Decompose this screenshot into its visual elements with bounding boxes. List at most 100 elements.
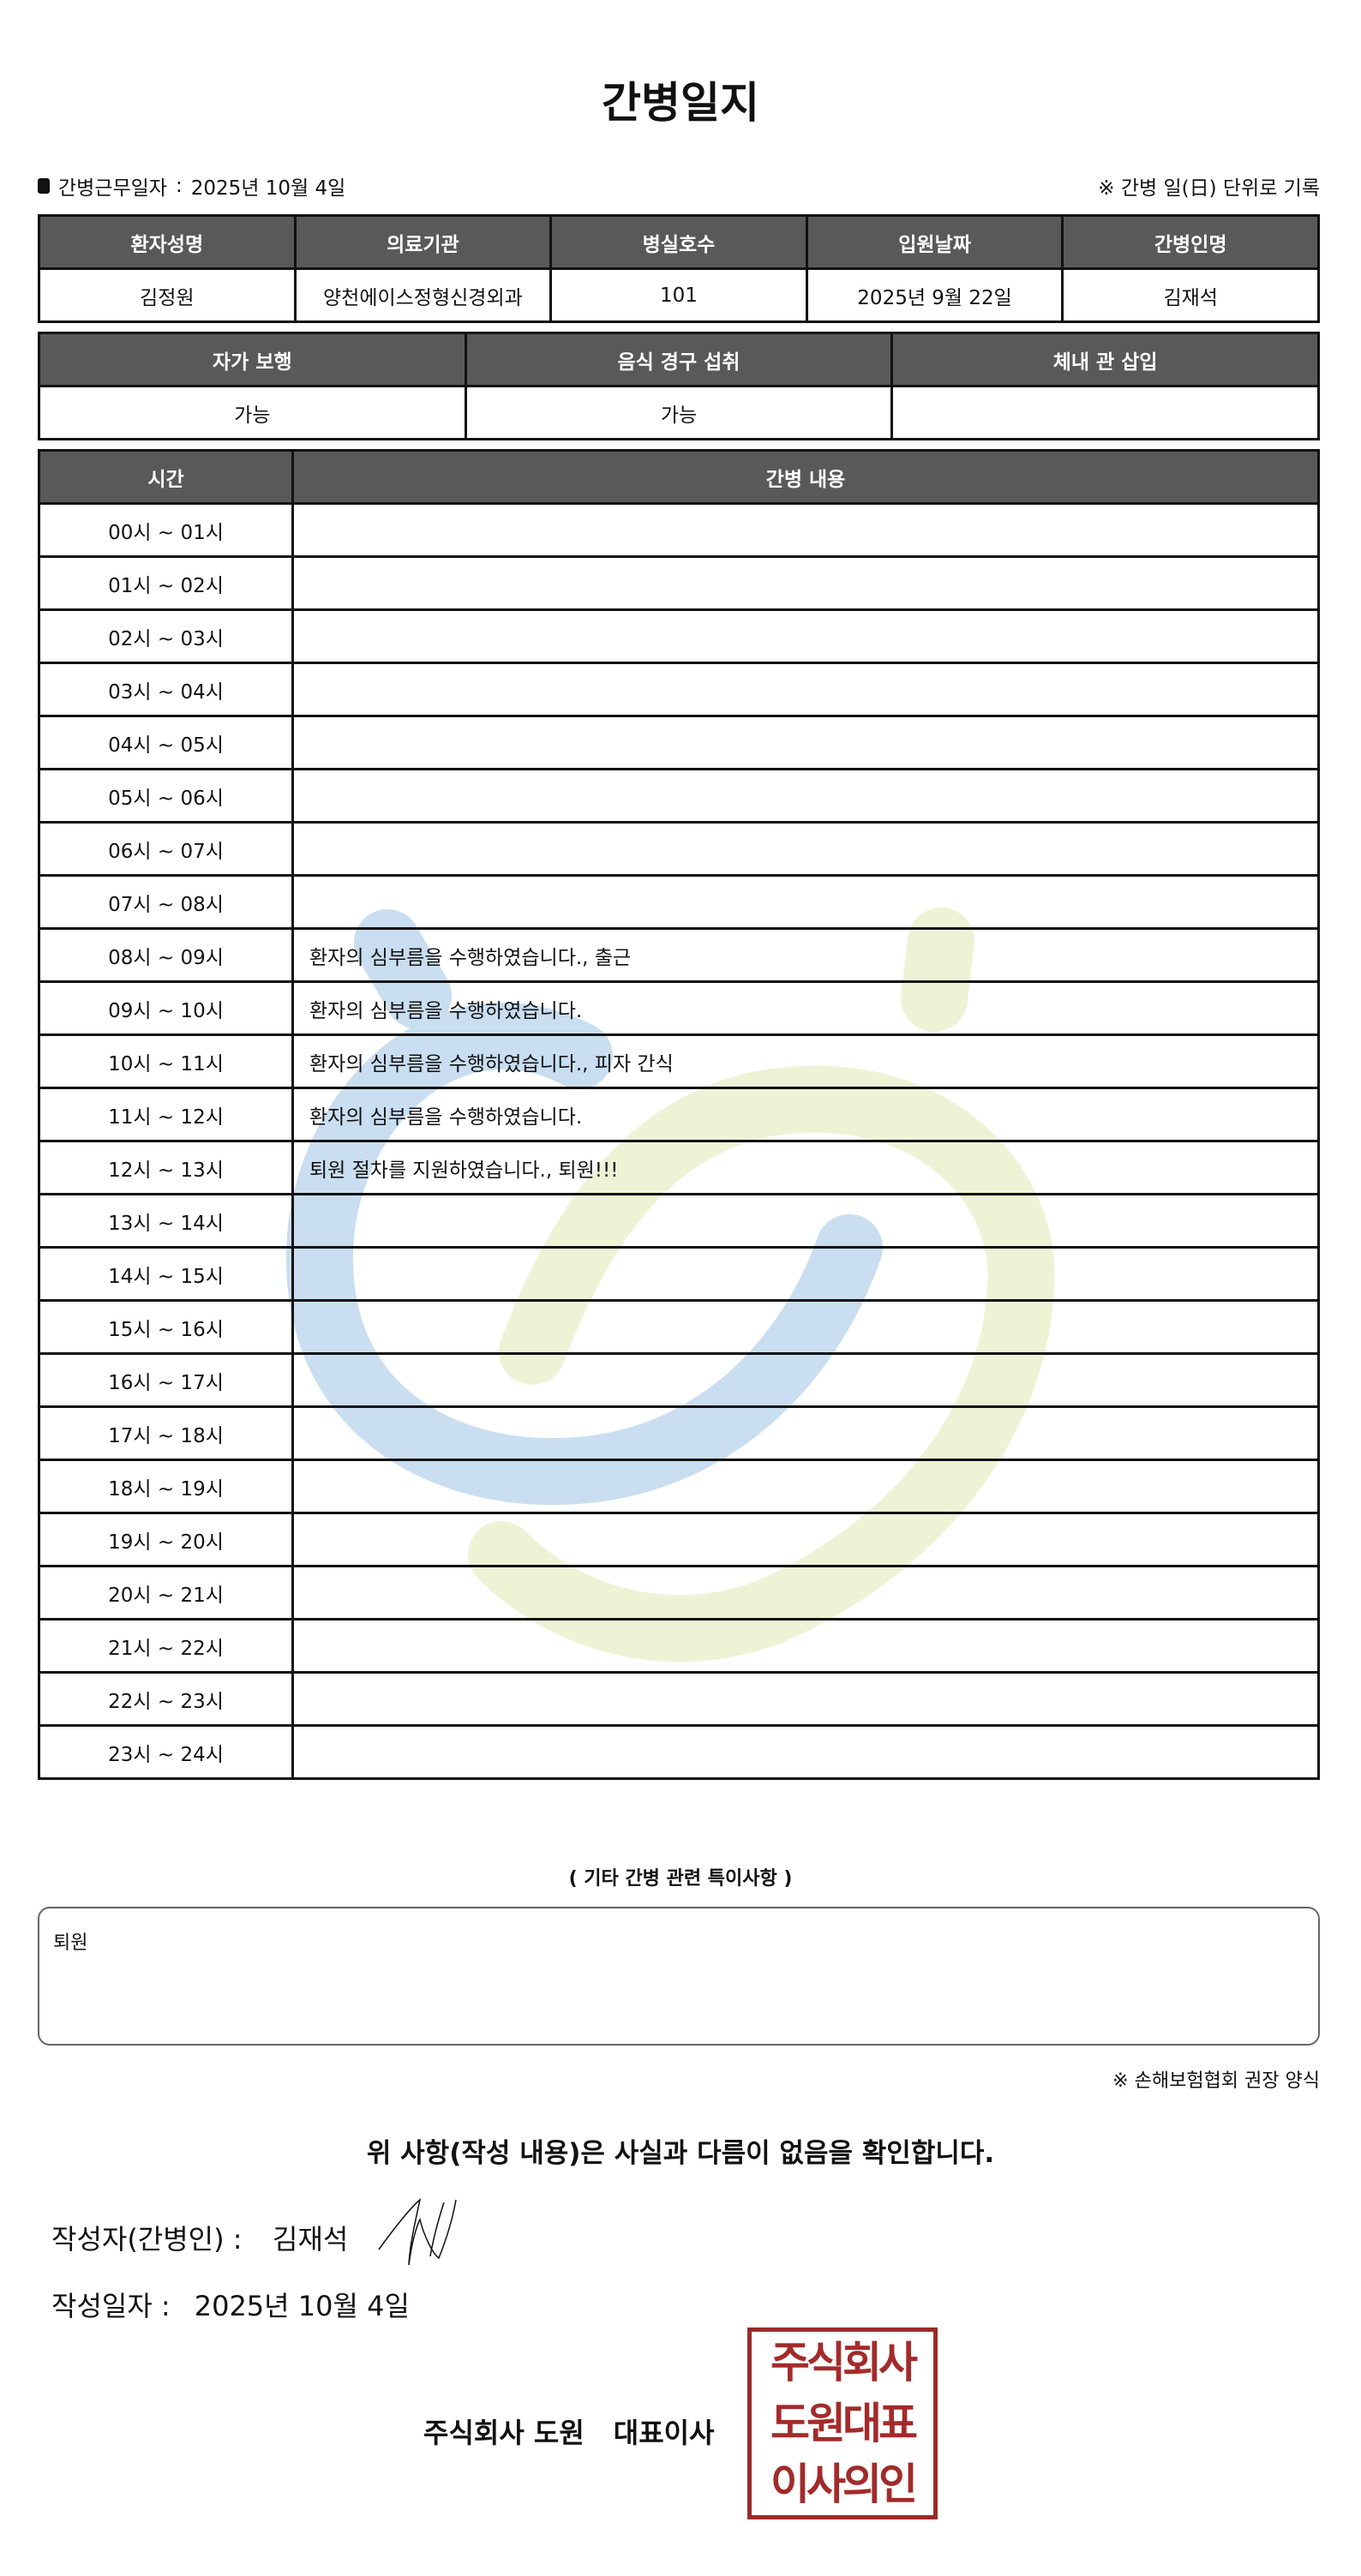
patient-header: 간병인명 — [1061, 214, 1320, 270]
signature-image — [378, 2198, 457, 2266]
seal-line: 도원대표 — [770, 2397, 918, 2448]
seal-line: 이사의인 — [770, 2459, 918, 2510]
bullet-square-icon — [38, 178, 50, 194]
log-content — [291, 1565, 1320, 1620]
patient-header: 의료기관 — [293, 214, 553, 270]
log-content — [291, 1352, 1320, 1408]
status-table: 자가 보행 음식 경구 섭취 체내 관 삽입 가능 가능 — [38, 332, 1320, 440]
special-notes-heading: ( 기타 간병 관련 특이사항 ) — [568, 1868, 793, 1890]
log-content — [291, 1193, 1320, 1249]
seal-line: 주식회사 — [770, 2336, 918, 2387]
log-time: 16시 ~ 17시 — [38, 1352, 294, 1408]
log-row: 22시 ~ 23시 — [38, 1671, 1320, 1727]
company-line: 주식회사 도원 대표이사 — [423, 2411, 715, 2451]
log-content — [291, 768, 1320, 824]
patient-header: 병실호수 — [549, 214, 808, 270]
special-notes-box[interactable]: 퇴원 — [38, 1907, 1320, 2046]
work-date-line: 간병근무일자 : 2025년 10월 4일 ※ 간병 일(日) 단위로 기록 — [38, 171, 1320, 201]
log-row: 11시 ~ 12시 환자의 심부름을 수행하였습니다. — [38, 1087, 1320, 1142]
log-content — [291, 608, 1320, 664]
log-time: 20시 ~ 21시 — [38, 1565, 294, 1620]
written-date-line: 작성일자 : 2025년 10월 4일 — [51, 2285, 410, 2324]
log-content — [291, 715, 1320, 770]
log-content — [291, 555, 1320, 611]
log-time: 15시 ~ 16시 — [38, 1299, 294, 1355]
log-time: 00시 ~ 01시 — [38, 502, 294, 558]
patient-table: 환자성명 의료기관 병실호수 입원날짜 간병인명 김정원 양천에이스정형신경외과 101 20… — [38, 214, 1320, 323]
log-row: 14시 ~ 15시 — [38, 1246, 1320, 1302]
log-content — [291, 1724, 1320, 1780]
log-row: 19시 ~ 20시 — [38, 1512, 1320, 1567]
patient-header: 환자성명 — [38, 214, 297, 270]
log-time: 04시 ~ 05시 — [38, 715, 294, 770]
log-time: 06시 ~ 07시 — [38, 821, 294, 877]
log-content — [291, 821, 1320, 877]
status-value — [890, 385, 1320, 440]
log-row: 12시 ~ 13시 퇴원 절차를 지원하였습니다., 퇴원!!! — [38, 1140, 1320, 1195]
log-row: 06시 ~ 07시 — [38, 821, 1320, 877]
written-date-label: 작성일자 : — [51, 2290, 171, 2322]
log-row: 23시 ~ 24시 — [38, 1724, 1320, 1780]
log-time: 05시 ~ 06시 — [38, 768, 294, 824]
log-content — [291, 1299, 1320, 1355]
status-header: 자가 보행 — [38, 332, 467, 387]
log-row: 17시 ~ 18시 — [38, 1405, 1320, 1461]
log-content — [291, 1246, 1320, 1302]
log-content: 환자의 심부름을 수행하였습니다., 출근 — [291, 927, 1320, 983]
log-row: 01시 ~ 02시 — [38, 555, 1320, 611]
log-content — [291, 502, 1320, 558]
log-content — [291, 662, 1320, 717]
log-content — [291, 1512, 1320, 1567]
log-content — [291, 1618, 1320, 1674]
special-notes-text: 퇴원 — [53, 1932, 88, 1954]
company-seal: 주식회사 도원대표 이사의인 — [747, 2327, 938, 2519]
log-content — [291, 1671, 1320, 1727]
log-row: 16시 ~ 17시 — [38, 1352, 1320, 1408]
writer-name: 김재석 — [273, 2223, 349, 2255]
log-content — [291, 1459, 1320, 1514]
patient-value: 2025년 9월 22일 — [805, 267, 1064, 323]
log-time: 18시 ~ 19시 — [38, 1459, 294, 1514]
log-time: 08시 ~ 09시 — [38, 927, 294, 983]
patient-value: 양천에이스정형신경외과 — [293, 267, 553, 323]
page-title: 간병일지 — [602, 78, 759, 128]
log-time: 22시 ~ 23시 — [38, 1671, 294, 1727]
ceo-title: 대표이사 — [613, 2417, 715, 2449]
log-content — [291, 874, 1320, 930]
patient-value: 김정원 — [38, 267, 297, 323]
log-time: 14시 ~ 15시 — [38, 1246, 294, 1302]
log-row: 21시 ~ 22시 — [38, 1618, 1320, 1674]
patient-value: 김재석 — [1061, 267, 1320, 323]
patient-header: 입원날짜 — [805, 214, 1064, 270]
status-value: 가능 — [38, 385, 467, 440]
log-row: 03시 ~ 04시 — [38, 662, 1320, 717]
written-date-value: 2025년 10월 4일 — [194, 2290, 410, 2322]
log-time: 01시 ~ 02시 — [38, 555, 294, 611]
company-name: 주식회사 도원 — [423, 2417, 585, 2449]
log-time: 02시 ~ 03시 — [38, 608, 294, 664]
log-row: 18시 ~ 19시 — [38, 1459, 1320, 1514]
log-row: 09시 ~ 10시 환자의 심부름을 수행하였습니다. — [38, 980, 1320, 1036]
log-row: 10시 ~ 11시 환자의 심부름을 수행하였습니다., 피자 간식 — [38, 1033, 1320, 1089]
log-time: 19시 ~ 20시 — [38, 1512, 294, 1567]
status-header: 음식 경구 섭취 — [464, 332, 894, 387]
content-header: 간병 내용 — [291, 449, 1320, 505]
log-content: 환자의 심부름을 수행하였습니다. — [291, 1087, 1320, 1142]
log-time: 03시 ~ 04시 — [38, 662, 294, 717]
log-row: 00시 ~ 01시 — [38, 502, 1320, 558]
status-header: 체내 관 삽입 — [890, 332, 1320, 387]
log-row: 13시 ~ 14시 — [38, 1193, 1320, 1249]
log-time: 17시 ~ 18시 — [38, 1405, 294, 1461]
time-header: 시간 — [38, 449, 294, 505]
log-time: 11시 ~ 12시 — [38, 1087, 294, 1142]
log-content: 퇴원 절차를 지원하였습니다., 퇴원!!! — [291, 1140, 1320, 1195]
log-row: 05시 ~ 06시 — [38, 768, 1320, 824]
log-content: 환자의 심부름을 수행하였습니다. — [291, 980, 1320, 1036]
writer-label: 작성자(간병인) : — [51, 2223, 243, 2255]
log-time: 07시 ~ 08시 — [38, 874, 294, 930]
log-time: 13시 ~ 14시 — [38, 1193, 294, 1249]
work-date-label: 간병근무일자 — [58, 177, 167, 200]
log-row: 20시 ~ 21시 — [38, 1565, 1320, 1620]
log-time: 10시 ~ 11시 — [38, 1033, 294, 1089]
form-note: ※ 손해보험협회 권장 양식 — [1112, 2070, 1320, 2092]
